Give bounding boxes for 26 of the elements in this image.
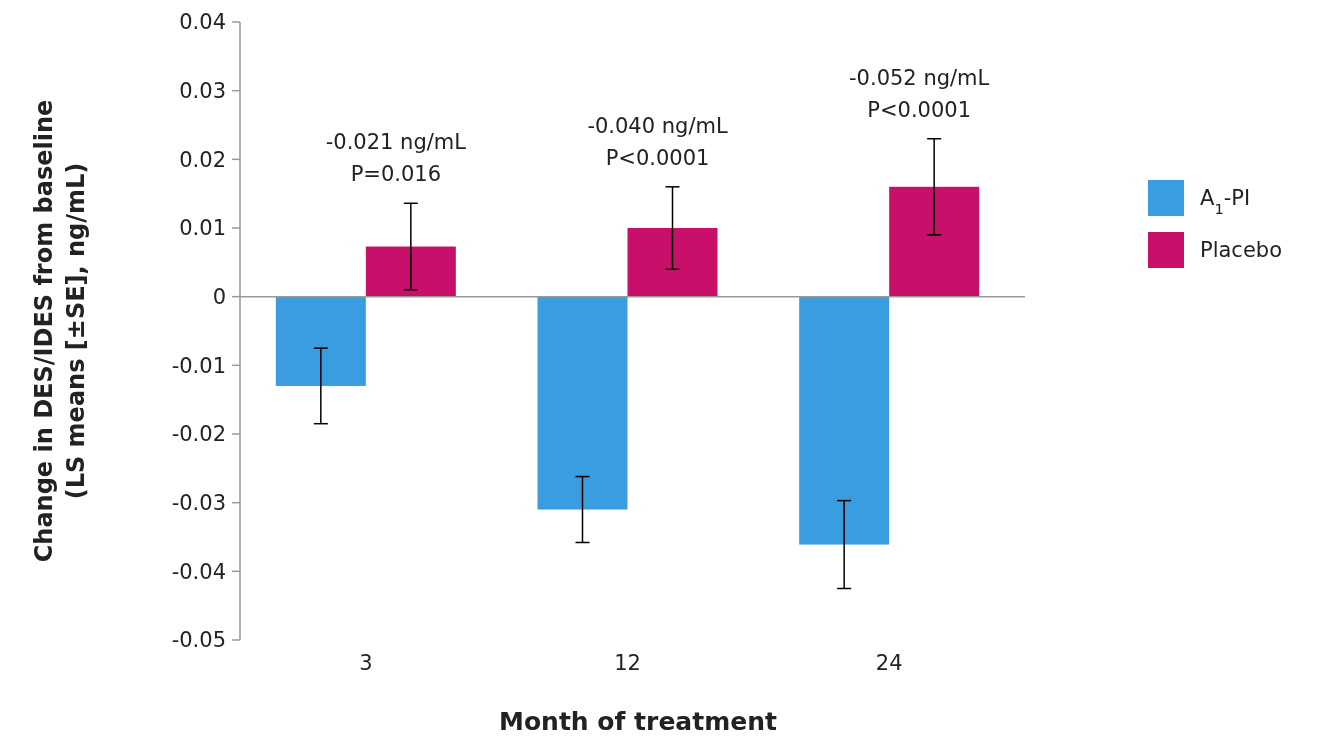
legend-label: Placebo <box>1200 238 1283 263</box>
bar <box>537 296 628 510</box>
y-tick-label: 0.01 <box>179 216 226 241</box>
y-tick-label: -0.05 <box>171 628 226 653</box>
x-tick-label: 12 <box>614 651 641 675</box>
annotation: -0.040 ng/mL P<0.0001 <box>587 113 728 170</box>
y-tick-label: 0.04 <box>179 10 226 35</box>
bar <box>799 296 890 545</box>
y-axis-title: Change in DES/IDES from baseline (LS means [±SE], ng/mL) <box>30 99 90 563</box>
y-tick-label: -0.02 <box>171 422 226 447</box>
y-tick-label: 0.03 <box>179 79 226 104</box>
x-axis-title: Month of treatment <box>499 707 777 736</box>
bar <box>627 228 718 297</box>
bar <box>889 186 980 297</box>
bar <box>365 246 456 297</box>
x-tick-label: 24 <box>875 651 903 675</box>
annotation: -0.052 ng/mL P<0.0001 <box>849 65 990 122</box>
legend-label: A$_{1}$-PI <box>1200 186 1251 217</box>
x-tick-label: 3 <box>359 651 373 675</box>
y-tick-label: 0.02 <box>179 147 226 172</box>
y-tick-label: -0.01 <box>171 353 226 378</box>
y-tick-label: -0.04 <box>171 559 226 584</box>
annotation: -0.021 ng/mL P=0.016 <box>325 130 467 187</box>
y-tick-label: -0.03 <box>171 491 226 516</box>
y-tick-label: 0 <box>212 285 226 310</box>
bar <box>275 296 366 386</box>
